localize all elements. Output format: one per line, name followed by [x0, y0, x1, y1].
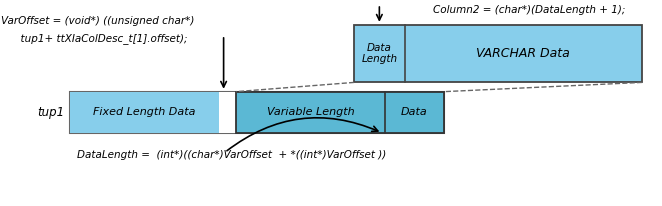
Text: Column2 = (char*)(DataLength + 1);: Column2 = (char*)(DataLength + 1);	[434, 5, 626, 15]
Text: tup1+ ttXIaColDesc_t[1].offset);: tup1+ ttXIaColDesc_t[1].offset);	[1, 33, 188, 44]
Bar	[219, 92, 230, 133]
Text: Data
Length: Data Length	[361, 43, 397, 64]
Bar	[354, 25, 642, 82]
Bar	[70, 92, 219, 133]
Bar	[70, 92, 444, 133]
Text: DataLength =  (int*)((char*)VarOffset  + *((int*)VarOffset )): DataLength = (int*)((char*)VarOffset + *…	[77, 150, 387, 160]
Text: Variable Length: Variable Length	[267, 107, 354, 117]
Text: Data: Data	[401, 107, 428, 117]
Bar	[236, 92, 444, 133]
Bar	[230, 92, 236, 133]
Text: Fixed Length Data: Fixed Length Data	[93, 107, 195, 117]
Text: VarOffset = (void*) ((unsigned char*): VarOffset = (void*) ((unsigned char*)	[1, 16, 195, 27]
Text: VARCHAR Data: VARCHAR Data	[477, 47, 570, 60]
Text: tup1: tup1	[37, 106, 64, 119]
